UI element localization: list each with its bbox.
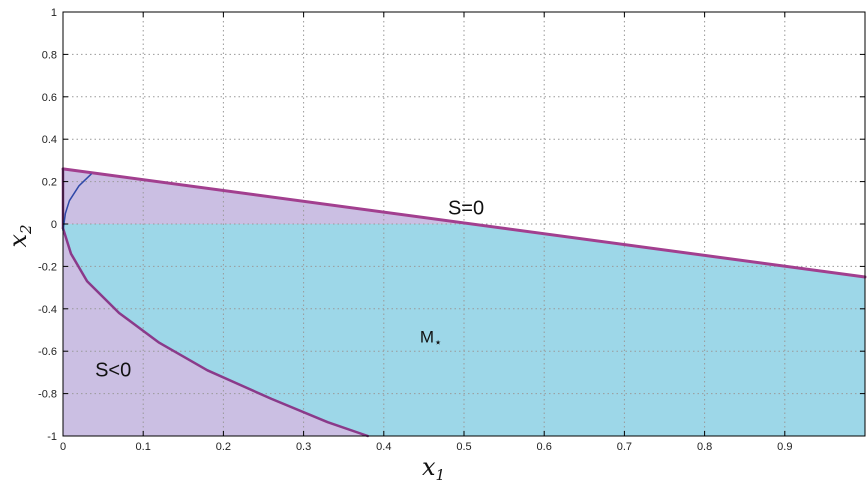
x-tick-label: 0.5: [456, 441, 471, 453]
annotation-label: S=0: [448, 197, 484, 219]
y-tick-label: -0.4: [38, 304, 57, 316]
x-tick-label: 0.6: [537, 441, 552, 453]
x-tick-label: 0.8: [697, 441, 712, 453]
x-tick-label: 0.1: [136, 441, 151, 453]
y-tick-label: 0.8: [42, 49, 57, 61]
annotations-layer: S=0 S<0 M⋆: [95, 197, 484, 381]
curve-s-zero-line: [61, 167, 867, 279]
x-tick-label: 0.9: [777, 441, 792, 453]
y-tick-label: 0.4: [42, 134, 57, 146]
y-axis-label: x2: [4, 224, 35, 247]
annotation-label: S<0: [95, 360, 131, 382]
x-tick-label: 0.7: [617, 441, 632, 453]
curve-lower-boundary: [61, 226, 370, 438]
x-tick-label: 0: [60, 441, 66, 453]
y-tick-label: -0.8: [38, 389, 57, 401]
y-tick-label: 0: [51, 219, 57, 231]
curve-inner-arc: [62, 173, 92, 232]
y-tick-label: 1: [51, 7, 57, 19]
x-tick-label: 0.3: [296, 441, 311, 453]
y-tick-label: -0.6: [38, 346, 57, 358]
y-tick-label: -1: [47, 431, 57, 443]
y-tick-label: -0.2: [38, 261, 57, 273]
y-tick-label: 0.6: [42, 92, 57, 104]
x-tick-label: 0.4: [376, 441, 391, 453]
annotation-text: S<0: [95, 360, 131, 382]
regions-layer: [63, 168, 865, 436]
annotation-text: M: [420, 328, 434, 347]
annotation-text: S=0: [448, 197, 484, 219]
x-axis-label: x1: [422, 453, 445, 484]
annotation-subscript: ⋆: [434, 335, 442, 350]
region-m-star: [63, 224, 865, 436]
x-tick-label: 0.2: [216, 441, 231, 453]
grid-layer: [63, 12, 865, 436]
y-tick-label: 0.2: [42, 177, 57, 189]
ticks-layer: 0 0.1 0.2 0.3 0.4 0.5 0.6 0.7 0.8 0.9 1 0.8 0.6 0.4 0.…: [38, 7, 865, 453]
annotation-label: M⋆: [420, 328, 442, 350]
